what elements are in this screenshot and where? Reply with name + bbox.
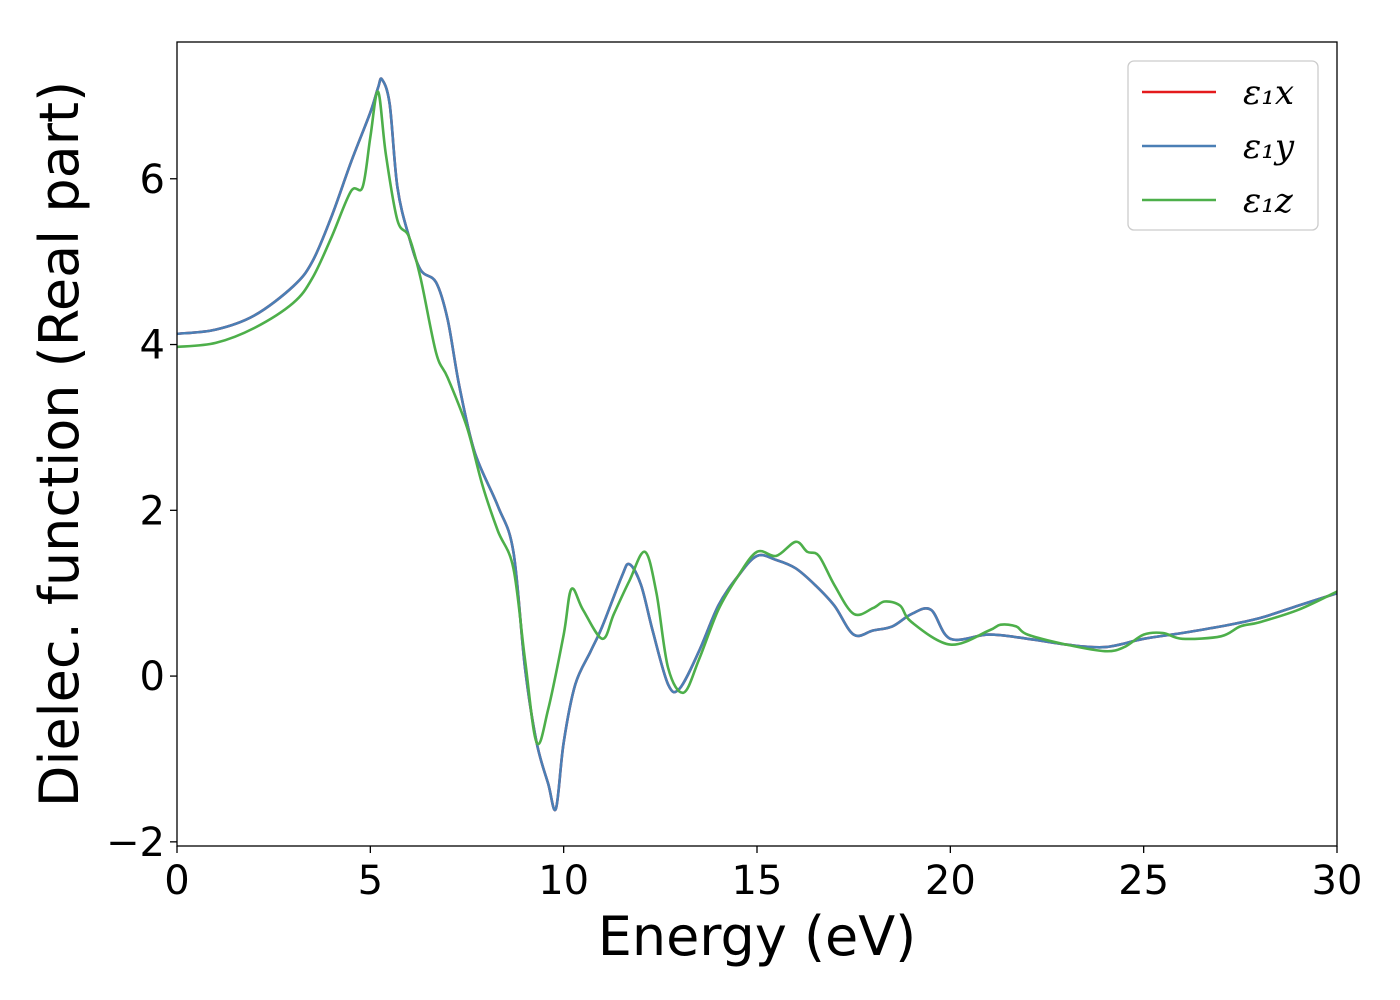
y-tick-label: 0 <box>140 654 165 700</box>
legend-box <box>1127 60 1319 231</box>
series-line-2 <box>176 90 1338 746</box>
x-tick-label: 30 <box>1312 858 1363 904</box>
x-axis-title: Energy (eV) <box>598 905 917 968</box>
x-tick-label: 15 <box>732 858 783 904</box>
legend-label: ε₁z <box>1243 181 1294 221</box>
legend-label: ε₁x <box>1243 73 1294 113</box>
series-layer <box>176 77 1338 812</box>
series-line-1 <box>176 77 1338 812</box>
x-axis: 0 5 10 15 20 25 30 <box>164 846 1362 904</box>
legend-label: ε₁y <box>1243 127 1295 167</box>
y-tick-label: 2 <box>140 488 165 534</box>
x-tick-label: 0 <box>164 858 189 904</box>
legend: ε₁x ε₁y ε₁z <box>1127 60 1319 231</box>
y-tick-label: −2 <box>106 820 165 866</box>
y-axis: −2 0 2 4 6 <box>106 157 177 866</box>
y-tick-label: 6 <box>140 157 165 203</box>
y-axis-title: Dielec. function (Real part) <box>28 81 91 807</box>
x-tick-label: 10 <box>538 858 589 904</box>
x-tick-label: 25 <box>1118 858 1169 904</box>
x-tick-label: 20 <box>925 858 976 904</box>
x-tick-label: 5 <box>358 858 383 904</box>
y-tick-label: 4 <box>140 323 165 369</box>
